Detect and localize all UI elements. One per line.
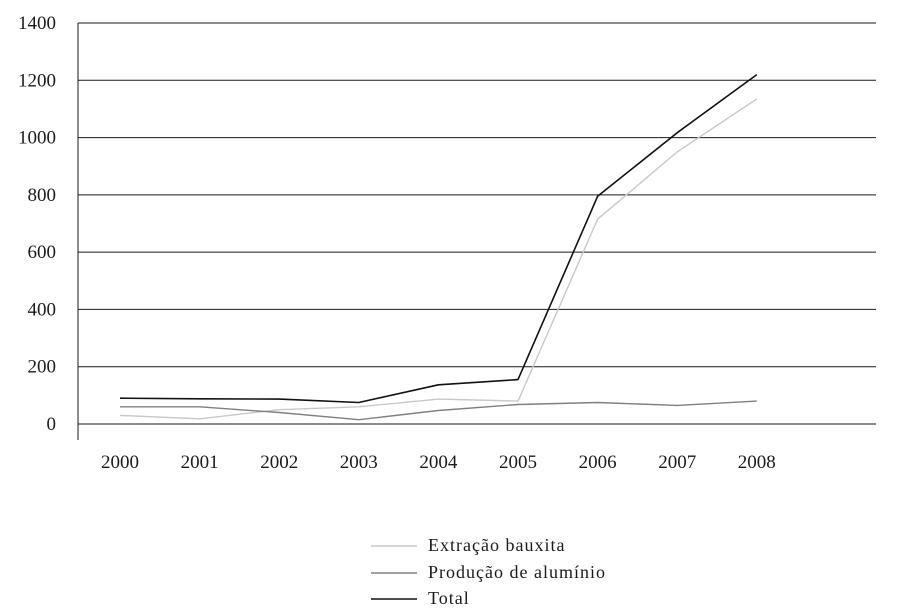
x-tick-label: 2000 xyxy=(101,452,139,473)
x-tick-label: 2002 xyxy=(260,452,298,473)
x-tick-label: 2006 xyxy=(579,452,617,473)
series-lines xyxy=(119,73,758,421)
series-line-0 xyxy=(119,98,758,420)
legend-label: Extração bauxita xyxy=(428,535,565,555)
x-axis-ticks: 2000 2001 2002 2003 2004 2005 2006 2007 2008 xyxy=(101,452,776,473)
x-tick-label: 2001 xyxy=(181,452,219,473)
gridlines xyxy=(78,22,876,425)
y-tick-label: 800 xyxy=(28,185,57,206)
legend-label: Produção de alumínio xyxy=(428,562,606,582)
x-tick-label: 2005 xyxy=(499,452,537,473)
x-tick-label: 2003 xyxy=(340,452,378,473)
series-line-2 xyxy=(119,73,758,404)
y-tick-label: 600 xyxy=(28,242,57,263)
y-tick-label: 0 xyxy=(47,414,57,435)
legend: Extração bauxita Produção de alumínio Tota… xyxy=(371,535,606,608)
x-tick-label: 2008 xyxy=(738,452,776,473)
y-tick-label: 1000 xyxy=(18,128,56,149)
series-line-1 xyxy=(120,400,757,421)
y-tick-label: 400 xyxy=(28,299,57,320)
y-tick-label: 1400 xyxy=(18,13,56,34)
legend-label: Total xyxy=(428,588,470,608)
y-tick-label: 1200 xyxy=(18,70,56,91)
x-tick-label: 2007 xyxy=(658,452,696,473)
y-tick-label: 200 xyxy=(28,357,57,378)
x-tick-label: 2004 xyxy=(419,452,458,473)
y-axis-ticks: 0 200 400 600 800 1000 1200 1400 xyxy=(18,13,56,435)
